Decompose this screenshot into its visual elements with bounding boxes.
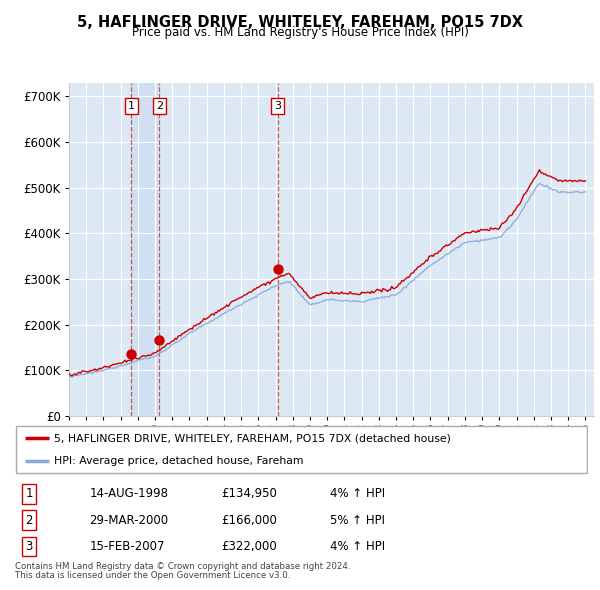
- Text: 2: 2: [155, 101, 163, 111]
- Text: 4% ↑ HPI: 4% ↑ HPI: [330, 487, 385, 500]
- Text: 1: 1: [26, 487, 33, 500]
- FancyBboxPatch shape: [16, 427, 587, 473]
- Text: Contains HM Land Registry data © Crown copyright and database right 2024.: Contains HM Land Registry data © Crown c…: [15, 562, 350, 571]
- Text: 3: 3: [26, 540, 33, 553]
- Text: 15-FEB-2007: 15-FEB-2007: [89, 540, 165, 553]
- Text: £166,000: £166,000: [221, 514, 277, 527]
- Text: 5, HAFLINGER DRIVE, WHITELEY, FAREHAM, PO15 7DX: 5, HAFLINGER DRIVE, WHITELEY, FAREHAM, P…: [77, 15, 523, 30]
- Text: 5% ↑ HPI: 5% ↑ HPI: [330, 514, 385, 527]
- Text: 2: 2: [26, 514, 33, 527]
- Text: 29-MAR-2000: 29-MAR-2000: [89, 514, 169, 527]
- Bar: [131, 83, 159, 416]
- Text: HPI: Average price, detached house, Fareham: HPI: Average price, detached house, Fare…: [54, 457, 304, 467]
- Text: Price paid vs. HM Land Registry's House Price Index (HPI): Price paid vs. HM Land Registry's House …: [131, 26, 469, 39]
- Text: 5, HAFLINGER DRIVE, WHITELEY, FAREHAM, PO15 7DX (detached house): 5, HAFLINGER DRIVE, WHITELEY, FAREHAM, P…: [54, 433, 451, 443]
- Text: 14-AUG-1998: 14-AUG-1998: [89, 487, 169, 500]
- Text: This data is licensed under the Open Government Licence v3.0.: This data is licensed under the Open Gov…: [15, 571, 290, 579]
- Text: 4% ↑ HPI: 4% ↑ HPI: [330, 540, 385, 553]
- Text: £134,950: £134,950: [221, 487, 277, 500]
- Text: £322,000: £322,000: [221, 540, 277, 553]
- Text: 1: 1: [128, 101, 135, 111]
- Text: 3: 3: [274, 101, 281, 111]
